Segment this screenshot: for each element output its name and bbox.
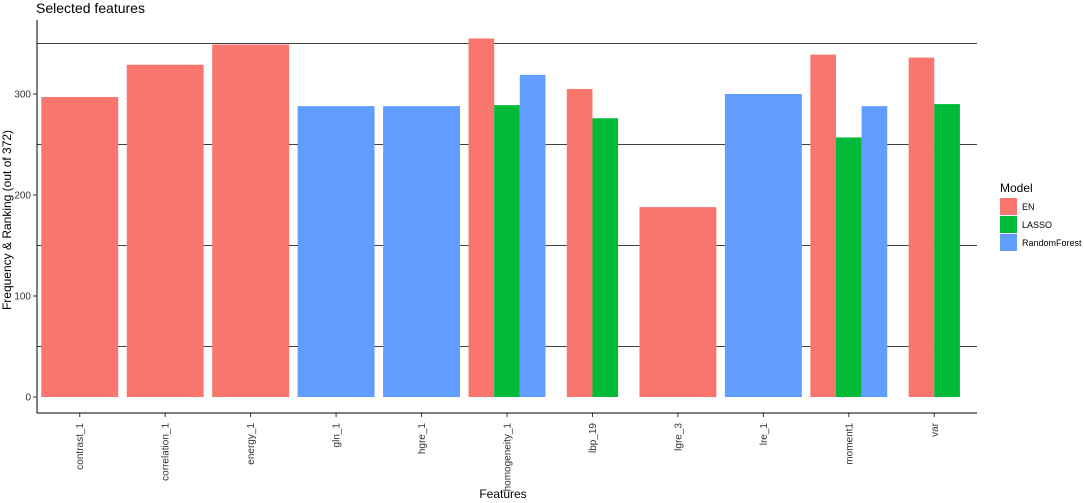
bar-correlation_1-EN [126, 64, 204, 398]
bar-lre_1-RandomForest [724, 94, 802, 397]
bar-homogeneity_1-LASSO [494, 105, 520, 398]
x-tick-label: contrast_1 [75, 423, 86, 470]
x-tick-label: lbp_19 [588, 423, 599, 453]
x-axis-title: Features [479, 487, 526, 501]
bar-homogeneity_1-RandomForest [519, 74, 546, 397]
legend-title: Model [1000, 181, 1033, 195]
x-tick-label: hgre_1 [417, 423, 428, 455]
bar-moment1-RandomForest [861, 106, 888, 398]
x-tick-label: moment1 [844, 423, 855, 465]
x-tick-label: gln_1 [332, 423, 343, 448]
axes: contrast_1 correlation_1 energy_1 gln_1 hgre… [14, 20, 977, 491]
legend-label-EN: EN [1022, 202, 1035, 212]
y-tick-label: 300 [14, 90, 31, 101]
x-tick-label: lre_1 [759, 423, 770, 446]
y-tick-label: 0 [25, 393, 31, 404]
legend-label-LASSO: LASSO [1022, 220, 1052, 230]
chart-title: Selected features [36, 0, 145, 16]
legend-label-RandomForest: RandomForest [1022, 238, 1082, 248]
x-tick-label: homogeneity_1 [503, 423, 514, 492]
bar-gln_1-RandomForest [297, 106, 375, 398]
bar-var-LASSO [934, 104, 960, 397]
x-tick-label: var [930, 422, 941, 437]
legend-swatch-LASSO [1000, 216, 1017, 233]
x-tick-label: correlation_1 [161, 423, 172, 481]
bar-contrast_1-EN [41, 97, 119, 397]
legend-swatch-EN [1000, 198, 1017, 215]
bar-lbp_19-EN [566, 88, 593, 397]
bar-hgre_1-RandomForest [383, 106, 460, 398]
bar-moment1-LASSO [836, 137, 862, 397]
y-axis-title: Frequency & Ranking (out of 372) [0, 130, 14, 310]
bar-var-EN [908, 57, 935, 397]
bar-moment1-EN [810, 54, 836, 398]
bar-lbp_19-LASSO [592, 118, 619, 398]
plot-area [37, 38, 977, 398]
legend: Model EN LASSO RandomForest [1000, 181, 1082, 251]
bar-lgre_3-EN [639, 207, 717, 397]
x-tick-label: lgre_3 [673, 423, 684, 451]
y-tick-label: 200 [14, 191, 31, 202]
bar-energy_1-EN [212, 44, 290, 397]
bar-homogeneity_1-EN [468, 38, 495, 397]
x-tick-label: energy_1 [246, 423, 257, 465]
legend-swatch-RandomForest [1000, 234, 1017, 251]
y-tick-label: 100 [14, 292, 31, 303]
